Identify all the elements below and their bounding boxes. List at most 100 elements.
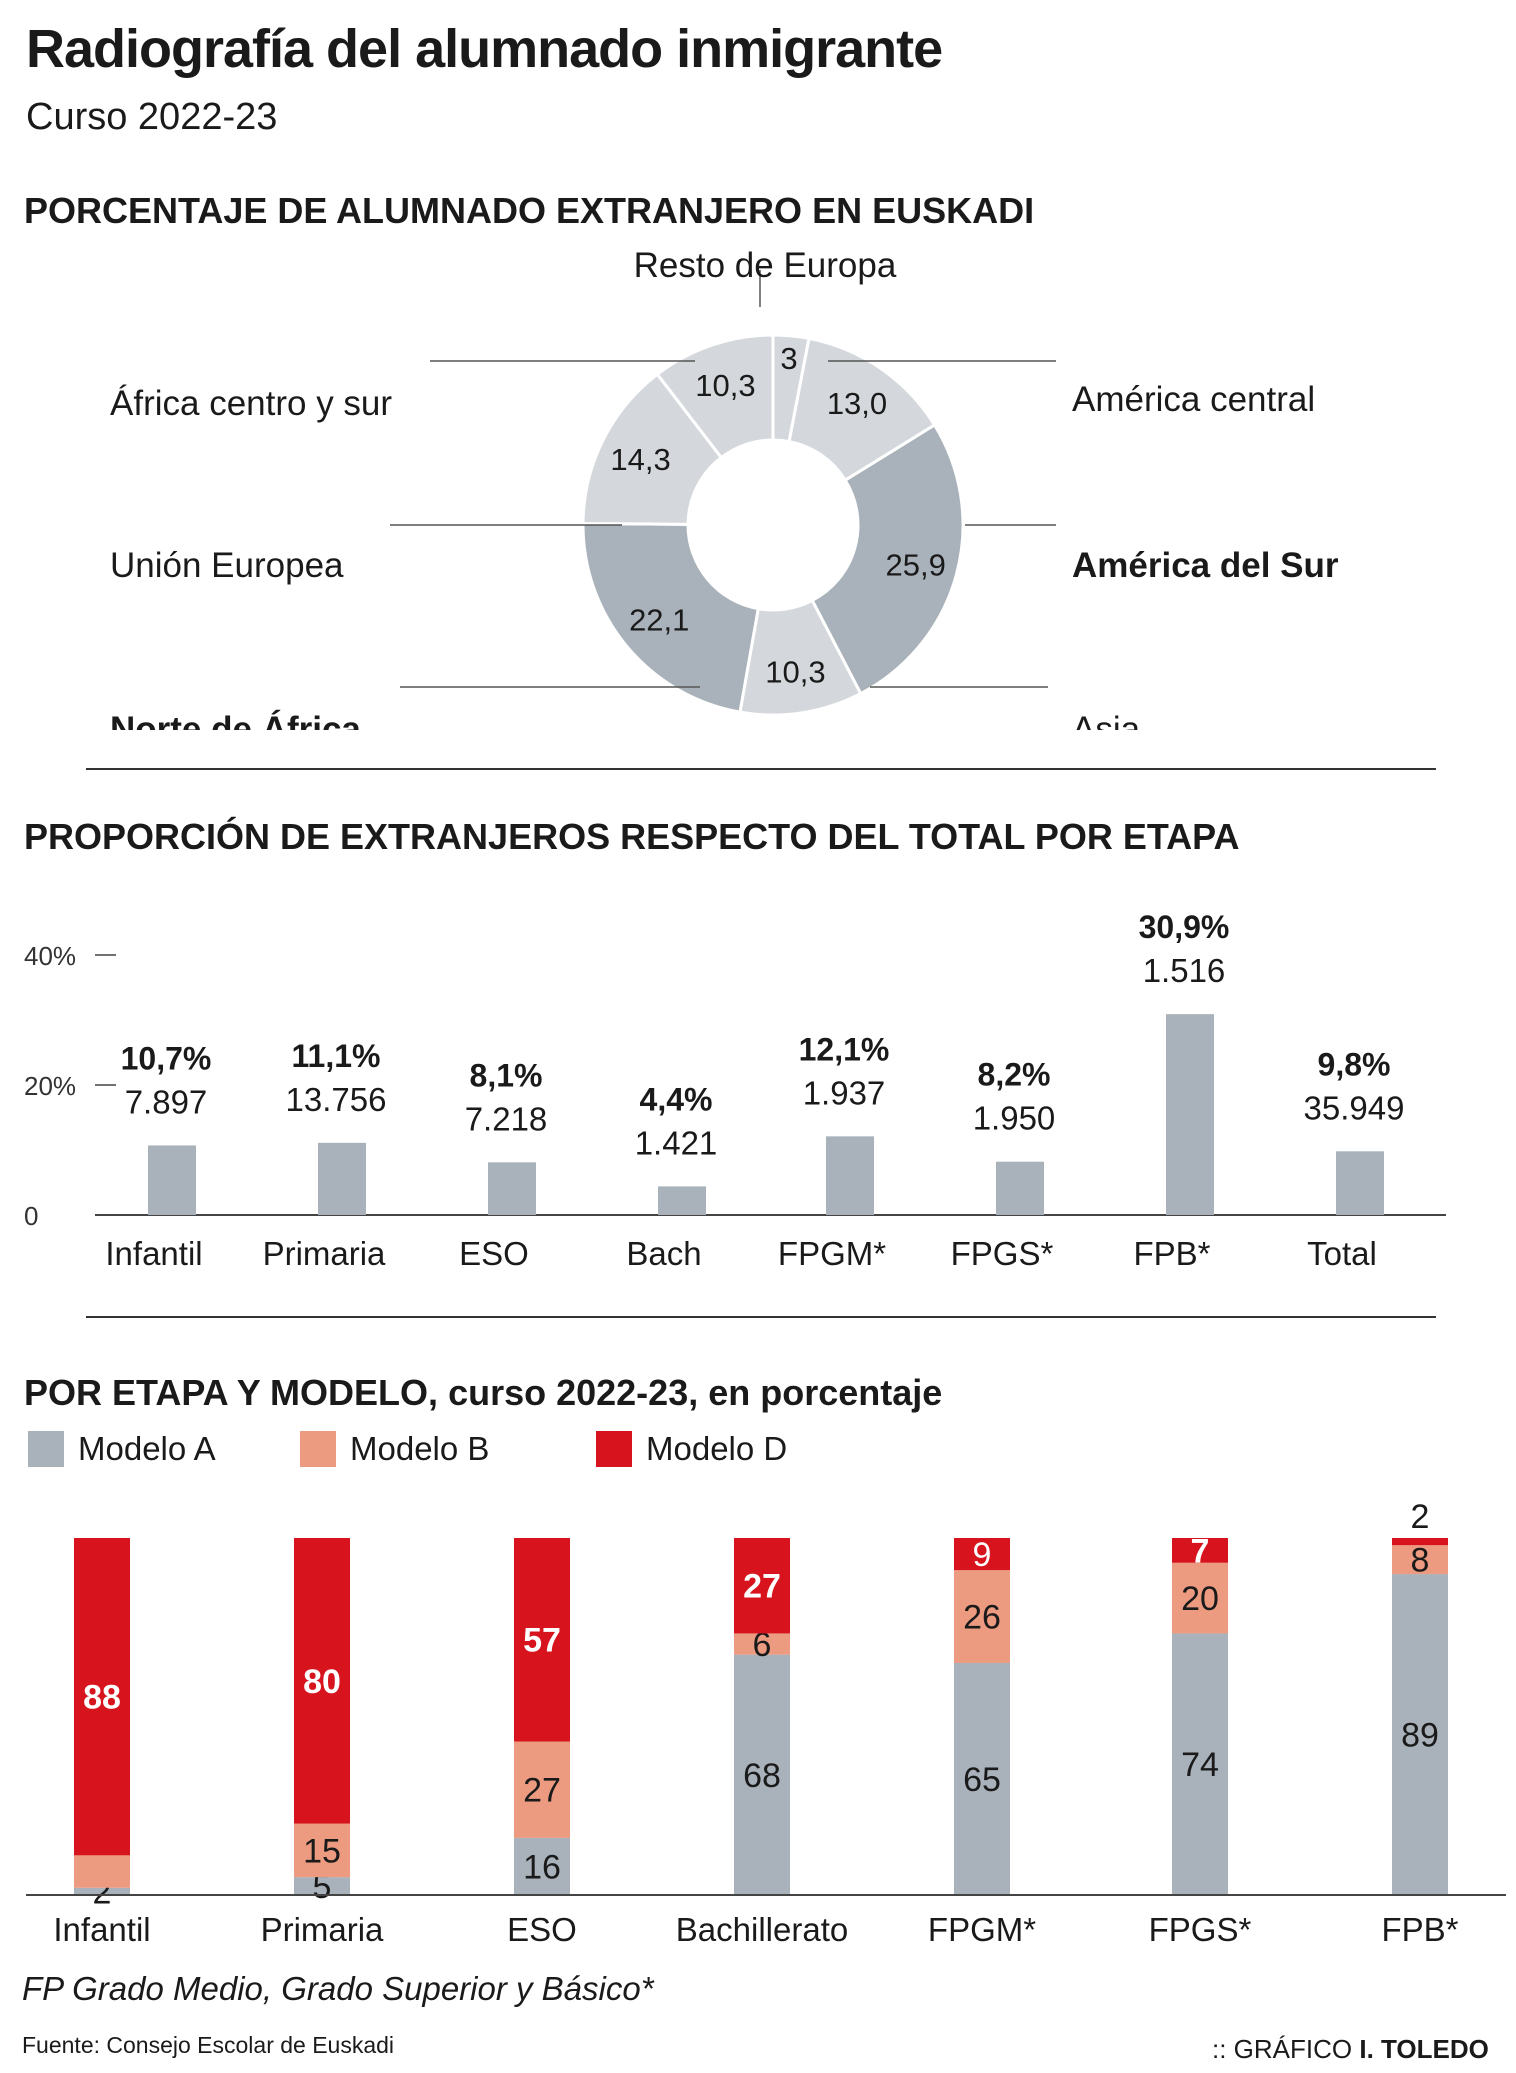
x-tick-label: FPGS* bbox=[951, 1235, 1054, 1272]
bar-count-label: 7.897 bbox=[125, 1083, 208, 1120]
stack-value-label: 27 bbox=[743, 1568, 781, 1606]
stack-segment-modelo-b-infantil bbox=[74, 1855, 130, 1888]
donut-label-africa-centro-y-sur: África centro y sur bbox=[110, 384, 392, 423]
x-tick-label: FPGM* bbox=[928, 1911, 1036, 1948]
proportion-section-title: PROPORCIÓN DE EXTRANJEROS RESPECTO DEL T… bbox=[24, 816, 1240, 857]
model-section-title: POR ETAPA Y MODELO, curso 2022-23, en po… bbox=[24, 1372, 942, 1414]
stack-value-label: 9 bbox=[973, 1536, 992, 1574]
bar-fpgs bbox=[996, 1161, 1044, 1215]
donut-slice-norte-de-africa bbox=[581, 521, 760, 714]
y-tick-label: 40% bbox=[24, 941, 76, 971]
page-subtitle: Curso 2022-23 bbox=[26, 96, 278, 138]
stack-segment-modelo-a-fpgm bbox=[954, 1662, 1010, 1895]
y-tick-label: 0 bbox=[24, 1201, 38, 1231]
legend-item-modelo-b: Modelo B bbox=[300, 1430, 489, 1468]
donut-value-norte-de-africa: 22,1 bbox=[629, 603, 689, 638]
x-tick-label: Total bbox=[1307, 1235, 1377, 1272]
bar-count-label: 1.950 bbox=[973, 1100, 1056, 1137]
donut-value-america-central: 13,0 bbox=[827, 386, 887, 421]
legend-item-modelo-a: Modelo A bbox=[28, 1430, 216, 1468]
stack-value-label: 26 bbox=[963, 1599, 1001, 1637]
bar-count-label: 13.756 bbox=[286, 1081, 387, 1118]
stack-value-label: 27 bbox=[523, 1772, 561, 1810]
bar-percent-label: 30,9% bbox=[1139, 909, 1230, 945]
legend-label-modelo-d: Modelo D bbox=[646, 1430, 788, 1467]
legend-swatch-modelo-a bbox=[28, 1431, 64, 1467]
x-tick-label: FPGS* bbox=[1149, 1911, 1252, 1948]
bar-infantil bbox=[148, 1145, 196, 1215]
donut-value-america-del-sur: 25,9 bbox=[886, 547, 946, 582]
donut-label-asia: Asia bbox=[1072, 710, 1141, 730]
stack-segment-modelo-b-fpgs bbox=[1172, 1562, 1228, 1634]
footnote: FP Grado Medio, Grado Superior y Básico* bbox=[22, 1970, 654, 2007]
x-tick-label: FPGM* bbox=[778, 1235, 886, 1272]
stack-value-label: 2 bbox=[1411, 1500, 1430, 1536]
stack-segment-modelo-b-bachillerato bbox=[734, 1633, 790, 1655]
bar-percent-label: 4,4% bbox=[640, 1081, 713, 1117]
x-tick-label: Bachillerato bbox=[676, 1911, 848, 1948]
stack-value-label: 65 bbox=[963, 1761, 1001, 1799]
bar-percent-label: 12,1% bbox=[799, 1031, 890, 1067]
stack-segment-modelo-b-primaria bbox=[294, 1823, 350, 1878]
stack-value-label: 68 bbox=[743, 1757, 781, 1795]
page-title: Radiografía del alumnado inmigrante bbox=[26, 19, 943, 79]
x-tick-label: FPB* bbox=[1133, 1235, 1210, 1272]
stack-value-label: 57 bbox=[523, 1622, 561, 1660]
stack-segment-modelo-a-fpb bbox=[1392, 1574, 1448, 1895]
bar-bach bbox=[658, 1186, 706, 1215]
stack-segment-modelo-a-infantil bbox=[74, 1887, 130, 1895]
donut-label-union-europea: Unión Europea bbox=[110, 546, 344, 585]
stack-segment-modelo-b-eso bbox=[514, 1741, 570, 1838]
stack-segment-modelo-a-eso bbox=[514, 1837, 570, 1895]
bar-eso bbox=[488, 1162, 536, 1215]
donut-value-union-europea: 14,3 bbox=[610, 442, 670, 477]
bar-fpb bbox=[1166, 1014, 1214, 1215]
stack-value-label: 8 bbox=[1411, 1542, 1430, 1580]
donut-chart: 3 Resto de Europa 13,0 América central 25,9 A… bbox=[110, 250, 1339, 730]
x-tick-label: ESO bbox=[507, 1911, 577, 1948]
stack-value-label: 80 bbox=[303, 1663, 341, 1701]
bar-percent-label: 11,1% bbox=[292, 1038, 381, 1074]
stack-segment-modelo-d-eso bbox=[514, 1538, 570, 1742]
bar-count-label: 1.937 bbox=[803, 1074, 886, 1111]
stack-value-label: 16 bbox=[523, 1848, 561, 1886]
legend-item-modelo-d: Modelo D bbox=[596, 1430, 787, 1468]
credit-prefix: :: GRÁFICO bbox=[1212, 2034, 1360, 2064]
graphic-credit: :: GRÁFICO I. TOLEDO bbox=[1212, 2034, 1489, 2065]
legend-swatch-modelo-b bbox=[300, 1431, 336, 1467]
bar-total bbox=[1336, 1151, 1384, 1215]
x-tick-label: Infantil bbox=[105, 1235, 202, 1272]
x-tick-label: Bach bbox=[626, 1235, 701, 1272]
model-title-rest: curso 2022-23, en porcentaje bbox=[438, 1372, 943, 1413]
bar-percent-label: 8,1% bbox=[470, 1057, 543, 1093]
stack-segment-modelo-a-primaria bbox=[294, 1877, 350, 1895]
stack-segment-modelo-b-fpb bbox=[1392, 1545, 1448, 1575]
stack-value-label: 88 bbox=[83, 1679, 121, 1717]
stack-value-label: 74 bbox=[1181, 1746, 1219, 1784]
donut-label-norte-de-africa: Norte de África bbox=[110, 709, 361, 730]
stack-value-label: 5 bbox=[313, 1868, 332, 1906]
donut-label-resto-de-europa: Resto de Europa bbox=[634, 250, 897, 285]
x-tick-label: Primaria bbox=[263, 1235, 386, 1272]
x-tick-label: ESO bbox=[459, 1235, 529, 1272]
legend-swatch-modelo-d bbox=[596, 1431, 632, 1467]
legend-label-modelo-a: Modelo A bbox=[78, 1430, 216, 1467]
bar-percent-label: 8,2% bbox=[978, 1057, 1051, 1093]
stack-value-label: 89 bbox=[1401, 1717, 1439, 1755]
stack-value-label: 20 bbox=[1181, 1580, 1219, 1618]
model-stacked-chart: 2 9 88 Infantil 515 80 Primaria 16 27 57 ESO 68 6 27 B… bbox=[26, 1500, 1506, 1948]
stack-segment-modelo-d-infantil bbox=[74, 1538, 130, 1856]
donut-slice-union-europea bbox=[581, 372, 724, 526]
stack-segment-modelo-a-bachillerato bbox=[734, 1654, 790, 1895]
credit-name: I. TOLEDO bbox=[1359, 2034, 1489, 2064]
bar-percent-label: 9,8% bbox=[1318, 1046, 1391, 1082]
bar-primaria bbox=[318, 1142, 366, 1215]
stack-value-label: 7 bbox=[1191, 1532, 1210, 1570]
stack-segment-modelo-d-bachillerato bbox=[734, 1538, 790, 1634]
bar-percent-label: 10,7% bbox=[121, 1040, 212, 1076]
bar-fpgm bbox=[826, 1136, 874, 1215]
donut-label-america-del-sur: América del Sur bbox=[1072, 546, 1339, 585]
divider bbox=[86, 1316, 1436, 1318]
donut-value-africa-centro-y-sur: 10,3 bbox=[695, 368, 755, 403]
stack-value-label: 6 bbox=[753, 1626, 772, 1664]
